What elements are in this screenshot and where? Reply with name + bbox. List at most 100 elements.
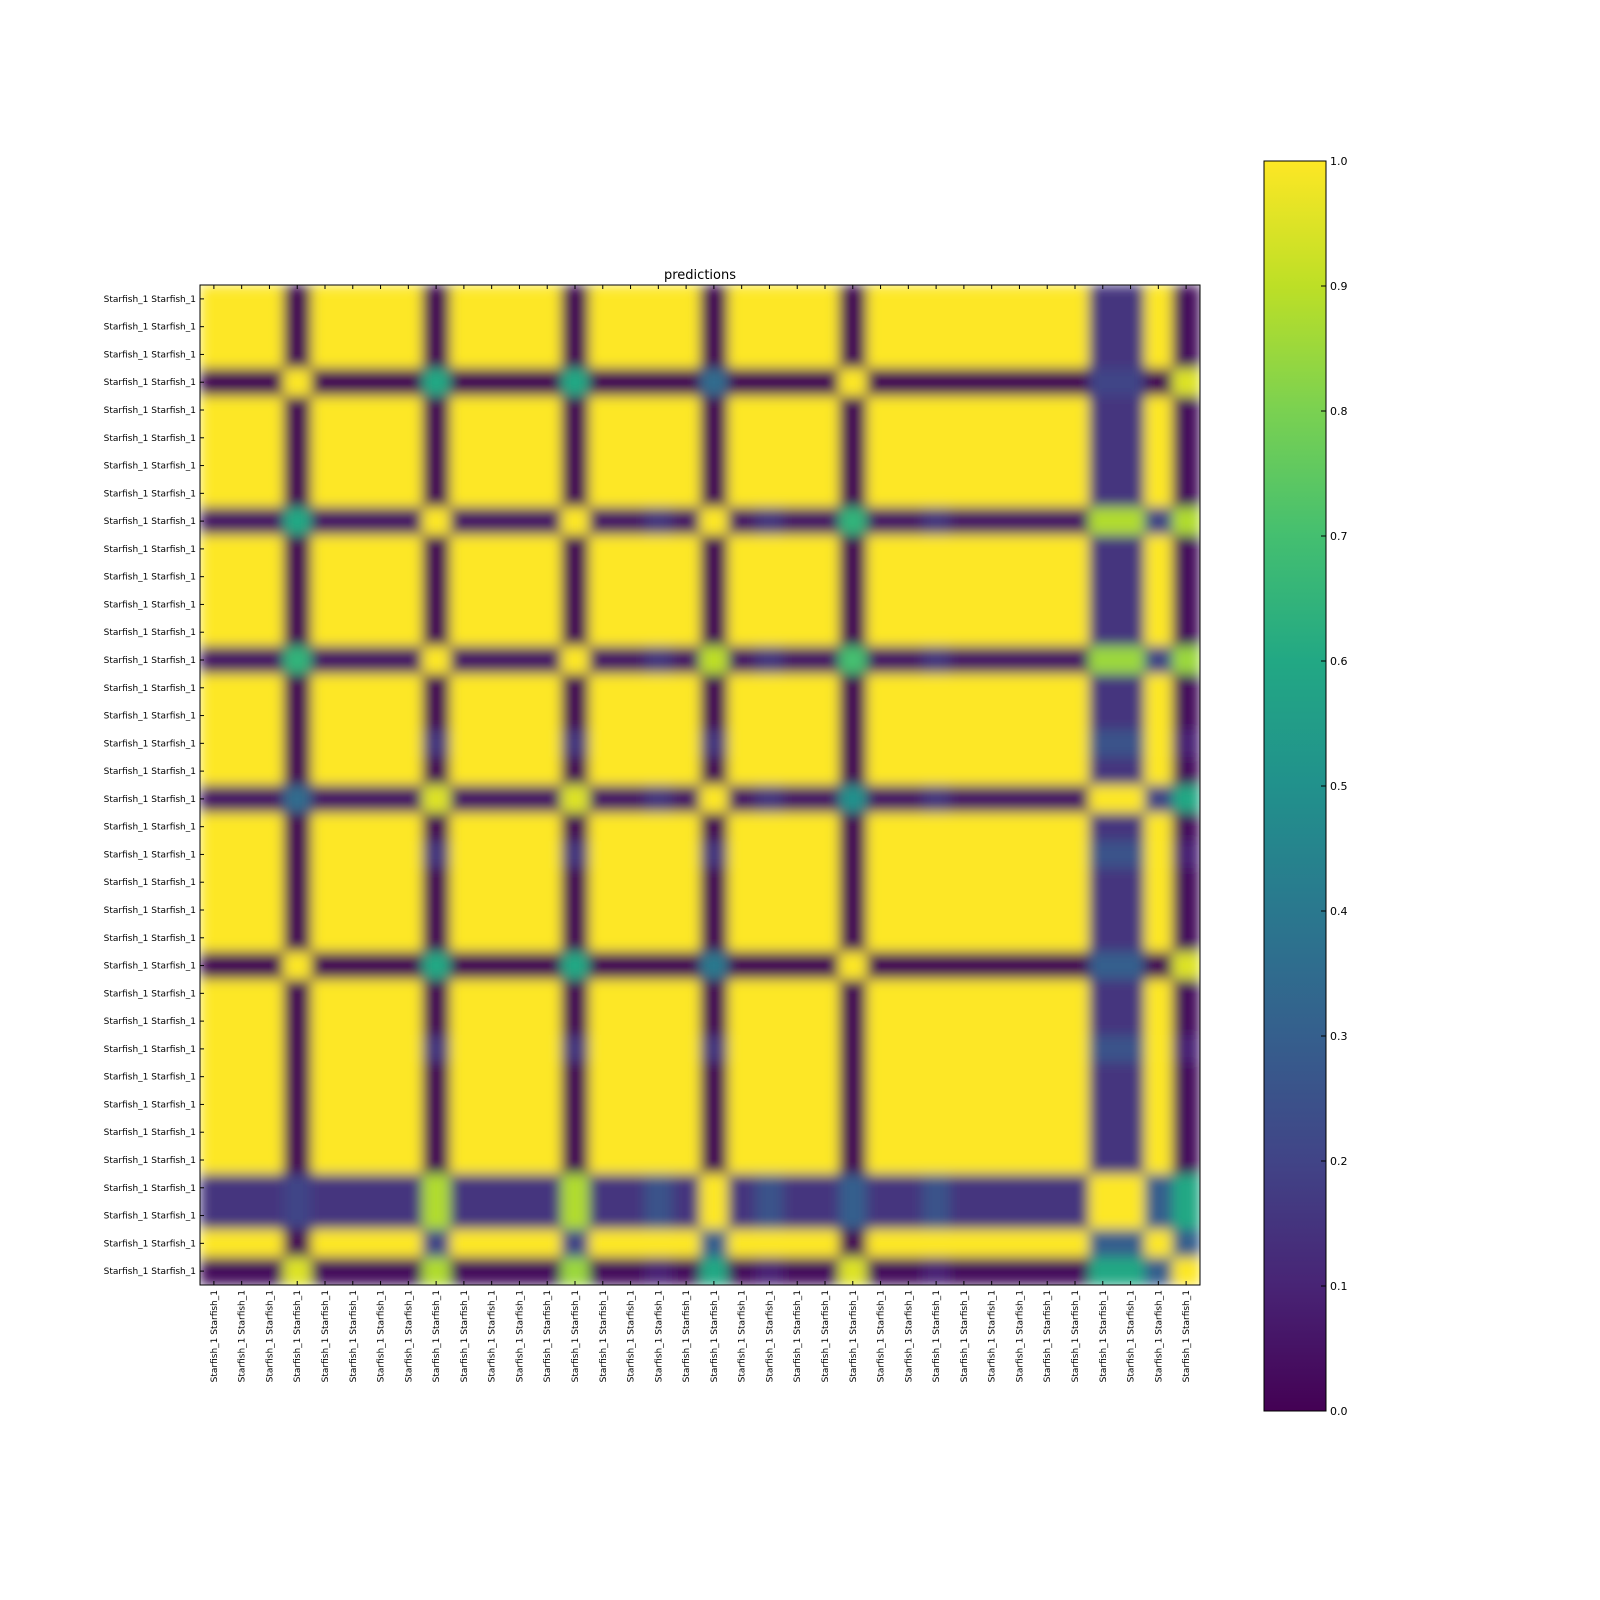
heatmap-cell-r18-c13 xyxy=(561,785,590,814)
heatmap-cell-r32-c20 xyxy=(755,1173,784,1203)
heatmap-cell-r16-c14 xyxy=(588,729,618,758)
colorbar-tick-label: 0.6 xyxy=(1330,655,1348,668)
heatmap-cell-r16-c13 xyxy=(561,729,590,758)
heatmap-cell-r29-c23 xyxy=(838,1090,868,1119)
heatmap-cell-r23-c18 xyxy=(700,923,729,953)
heatmap-cell-r27-c35 xyxy=(1172,1035,1200,1064)
heatmap-cell-r26-c2 xyxy=(255,1007,284,1036)
heatmap-cell-r0-c35 xyxy=(1172,285,1200,314)
heatmap-cell-r28-c28 xyxy=(977,1062,1007,1092)
heatmap-cell-r20-c14 xyxy=(588,840,618,869)
heatmap-cell-r2-c35 xyxy=(1172,340,1200,369)
heatmap-cell-r10-c17 xyxy=(672,562,701,592)
heatmap-cell-r3-c32 xyxy=(1088,368,1118,397)
heatmap-cell-r34-c24 xyxy=(866,1229,896,1258)
heatmap-cell-r29-c9 xyxy=(450,1090,479,1119)
heatmap-cell-r35-c16 xyxy=(644,1257,673,1285)
heatmap-cell-r18-c0 xyxy=(200,785,229,814)
heatmap-cell-r7-c32 xyxy=(1088,479,1118,508)
heatmap-cell-r14-c7 xyxy=(394,673,423,703)
heatmap-cell-r29-c15 xyxy=(616,1090,646,1119)
heatmap-cell-r12-c25 xyxy=(894,618,923,647)
heatmap-cell-r14-c20 xyxy=(755,673,784,703)
heatmap-cell-r8-c15 xyxy=(616,507,646,536)
y-tick-label: Starfish_1 Starfish_1 xyxy=(104,906,196,916)
heatmap-cell-r12-c3 xyxy=(283,618,312,647)
y-tick-label: Starfish_1 Starfish_1 xyxy=(104,850,196,860)
heatmap-cell-r30-c2 xyxy=(255,1118,284,1147)
heatmap-cell-r5-c18 xyxy=(700,423,729,453)
heatmap-cell-r21-c5 xyxy=(338,868,368,897)
heatmap-cell-r32-c16 xyxy=(644,1173,673,1203)
heatmap-cell-r3-c31 xyxy=(1061,368,1090,397)
colorbar-tick-label: 0.0 xyxy=(1330,1405,1348,1418)
heatmap-cell-r17-c11 xyxy=(505,757,534,786)
heatmap-cell-r32-c15 xyxy=(616,1173,646,1203)
heatmap-cell-r6-c12 xyxy=(533,451,562,481)
heatmap-cell-r32-c29 xyxy=(1005,1173,1034,1203)
heatmap-cell-r9-c5 xyxy=(338,535,368,564)
heatmap-cell-r31-c32 xyxy=(1088,1146,1118,1175)
heatmap-cell-r18-c31 xyxy=(1061,785,1090,814)
heatmap-cell-r16-c9 xyxy=(450,729,479,758)
y-tick-label: Starfish_1 Starfish_1 xyxy=(104,1267,196,1277)
heatmap-cell-r2-c32 xyxy=(1088,340,1118,369)
heatmap-cell-r13-c5 xyxy=(338,646,368,675)
heatmap-cell-r0-c18 xyxy=(700,285,729,314)
heatmap-cell-r2-c26 xyxy=(922,340,951,369)
heatmap-cell-r8-c0 xyxy=(200,507,229,536)
colorbar-tick-label: 0.3 xyxy=(1330,1030,1348,1043)
heatmap-cell-r15-c6 xyxy=(366,701,396,731)
heatmap-cell-r7-c3 xyxy=(283,479,312,508)
heatmap-cell-r4-c10 xyxy=(477,396,507,425)
heatmap-cell-r30-c16 xyxy=(644,1118,673,1147)
heatmap-cell-r31-c31 xyxy=(1061,1146,1090,1175)
heatmap-cell-r15-c23 xyxy=(838,701,868,731)
heatmap-cell-r35-c7 xyxy=(394,1257,423,1285)
heatmap-cell-r6-c10 xyxy=(477,451,507,481)
heatmap-cell-r22-c30 xyxy=(1033,896,1062,925)
heatmap-cell-r2-c34 xyxy=(1144,340,1173,369)
heatmap-cell-r3-c22 xyxy=(811,368,840,397)
heatmap-cell-r33-c30 xyxy=(1033,1201,1062,1231)
heatmap-cell-r23-c10 xyxy=(477,923,507,953)
heatmap-cell-r3-c26 xyxy=(922,368,951,397)
heatmap-cell-r6-c25 xyxy=(894,451,923,481)
heatmap-cell-r34-c21 xyxy=(783,1229,812,1258)
heatmap-cell-r23-c13 xyxy=(561,923,590,953)
heatmap-cell-r18-c33 xyxy=(1116,785,1146,814)
heatmap-cell-r5-c27 xyxy=(950,423,979,453)
heatmap-cell-r24-c33 xyxy=(1116,951,1146,981)
heatmap-cell-r32-c25 xyxy=(894,1173,923,1203)
heatmap-cell-r18-c27 xyxy=(950,785,979,814)
heatmap-cell-r28-c24 xyxy=(866,1062,896,1092)
heatmap-cell-r33-c28 xyxy=(977,1201,1007,1231)
heatmap-cell-r2-c8 xyxy=(422,340,451,369)
heatmap-cell-r15-c35 xyxy=(1172,701,1200,731)
heatmap-cell-r9-c27 xyxy=(950,535,979,564)
heatmap-cell-r4-c29 xyxy=(1005,396,1034,425)
heatmap-cell-r28-c20 xyxy=(755,1062,784,1092)
heatmap-cell-r18-c3 xyxy=(283,785,312,814)
heatmap-cell-r1-c7 xyxy=(394,312,423,342)
heatmap-cell-r19-c16 xyxy=(644,812,673,842)
heatmap-cell-r19-c25 xyxy=(894,812,923,842)
heatmap-cell-r32-c11 xyxy=(505,1173,534,1203)
heatmap-cell-r2-c0 xyxy=(200,340,229,369)
heatmap-cell-r26-c11 xyxy=(505,1007,534,1036)
heatmap-cell-r25-c33 xyxy=(1116,979,1146,1008)
heatmap-cell-r23-c16 xyxy=(644,923,673,953)
heatmap-cell-r4-c5 xyxy=(338,396,368,425)
heatmap-cell-r14-c24 xyxy=(866,673,896,703)
heatmap-cell-r26-c21 xyxy=(783,1007,812,1036)
heatmap-cell-r29-c22 xyxy=(811,1090,840,1119)
heatmap-cell-r12-c11 xyxy=(505,618,534,647)
heatmap-cell-r13-c13 xyxy=(561,646,590,675)
heatmap-cell-r3-c17 xyxy=(672,368,701,397)
heatmap-cell-r1-c29 xyxy=(1005,312,1034,342)
x-tick-label: Starfish_1 Starfish_1 xyxy=(1071,1290,1081,1382)
heatmap-cell-r23-c3 xyxy=(283,923,312,953)
heatmap-cell-r11-c34 xyxy=(1144,590,1173,619)
x-tick-label: Starfish_1 Starfish_1 xyxy=(543,1290,553,1382)
heatmap-cell-r11-c32 xyxy=(1088,590,1118,619)
